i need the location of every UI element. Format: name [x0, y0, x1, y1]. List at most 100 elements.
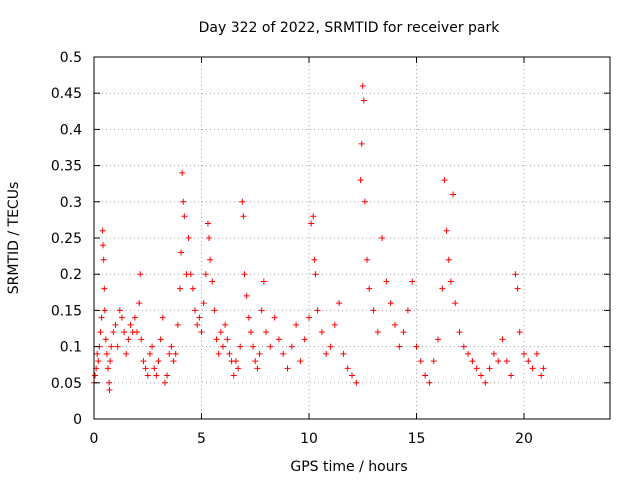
data-point: [478, 372, 484, 379]
data-point: [374, 329, 381, 336]
data-point: [275, 336, 282, 343]
data-point: [240, 213, 247, 220]
data-point: [366, 285, 373, 292]
data-point: [301, 336, 308, 343]
data-point: [198, 329, 205, 336]
data-point: [525, 358, 532, 365]
data-point: [284, 365, 291, 372]
data-point: [204, 220, 211, 227]
data-point: [379, 235, 386, 241]
data-point: [161, 379, 168, 386]
data-point: [137, 271, 144, 278]
data-point: [258, 307, 265, 314]
data-point: [331, 321, 338, 328]
data-point: [297, 358, 304, 365]
data-point: [538, 372, 545, 379]
data-point: [473, 365, 480, 372]
data-point: [127, 321, 134, 328]
data-point: [260, 278, 267, 285]
data-point: [136, 300, 143, 307]
y-tick-label: 0.5: [60, 50, 82, 66]
data-point: [121, 329, 128, 336]
data-point: [516, 329, 523, 336]
data-point: [312, 271, 319, 278]
data-point: [224, 336, 231, 343]
data-point: [179, 169, 186, 176]
data-point: [422, 372, 429, 379]
data-point: [306, 314, 312, 321]
data-point: [206, 235, 213, 241]
data-point: [112, 321, 119, 328]
data-point: [138, 336, 145, 343]
data-point: [101, 285, 108, 292]
data-point: [252, 358, 259, 365]
data-point: [349, 372, 355, 379]
data-point: [439, 285, 446, 292]
data-point: [280, 350, 287, 357]
data-point: [327, 343, 334, 350]
data-point: [293, 321, 300, 328]
data-point: [495, 358, 502, 365]
data-point: [344, 365, 351, 372]
data-point: [226, 350, 233, 357]
data-point: [359, 82, 366, 89]
data-point: [443, 227, 450, 234]
data-point: [400, 329, 407, 336]
data-point: [217, 329, 224, 336]
data-point: [256, 350, 263, 357]
data-point: [110, 329, 117, 336]
data-point: [166, 350, 173, 357]
data-point: [499, 336, 506, 343]
data-point: [107, 358, 114, 365]
data-point: [310, 213, 317, 220]
data-point: [151, 365, 158, 372]
data-point: [460, 343, 467, 350]
data-point: [104, 365, 111, 372]
data-point: [103, 350, 110, 357]
data-point: [450, 191, 457, 198]
data-point: [185, 235, 192, 241]
data-point: [202, 271, 209, 278]
data-point: [271, 314, 278, 321]
data-point: [370, 307, 377, 314]
data-point: [153, 372, 160, 379]
data-point: [106, 379, 113, 386]
data-point: [157, 336, 164, 343]
data-point: [540, 365, 547, 372]
data-point: [189, 285, 196, 292]
data-point: [318, 329, 325, 336]
data-points: [91, 82, 547, 394]
data-point: [144, 372, 151, 379]
data-point: [181, 213, 188, 220]
data-point: [250, 343, 257, 350]
data-point: [174, 321, 181, 328]
data-point: [239, 198, 246, 205]
data-point: [232, 358, 239, 365]
data-point: [230, 372, 237, 379]
x-tick-label: 15: [408, 431, 426, 447]
data-point: [106, 387, 113, 394]
data-point: [237, 343, 244, 350]
data-point: [118, 314, 125, 321]
data-point: [108, 343, 115, 350]
data-point: [187, 271, 194, 278]
data-point: [114, 343, 121, 350]
x-tick-label: 20: [515, 431, 533, 447]
data-point: [383, 278, 390, 285]
data-point: [353, 379, 360, 386]
data-point: [222, 321, 229, 328]
data-point: [170, 358, 177, 365]
data-point: [336, 300, 343, 307]
data-point: [209, 278, 216, 285]
data-point: [392, 321, 398, 328]
data-point: [243, 292, 250, 299]
data-point: [361, 198, 368, 205]
data-point: [482, 379, 489, 386]
data-point: [486, 365, 493, 372]
data-point: [164, 372, 171, 379]
chart-title: Day 322 of 2022, SRMTID for receiver par…: [199, 20, 501, 36]
data-point: [155, 358, 162, 365]
data-point: [172, 350, 179, 357]
data-point: [192, 307, 199, 314]
data-point: [245, 314, 252, 321]
